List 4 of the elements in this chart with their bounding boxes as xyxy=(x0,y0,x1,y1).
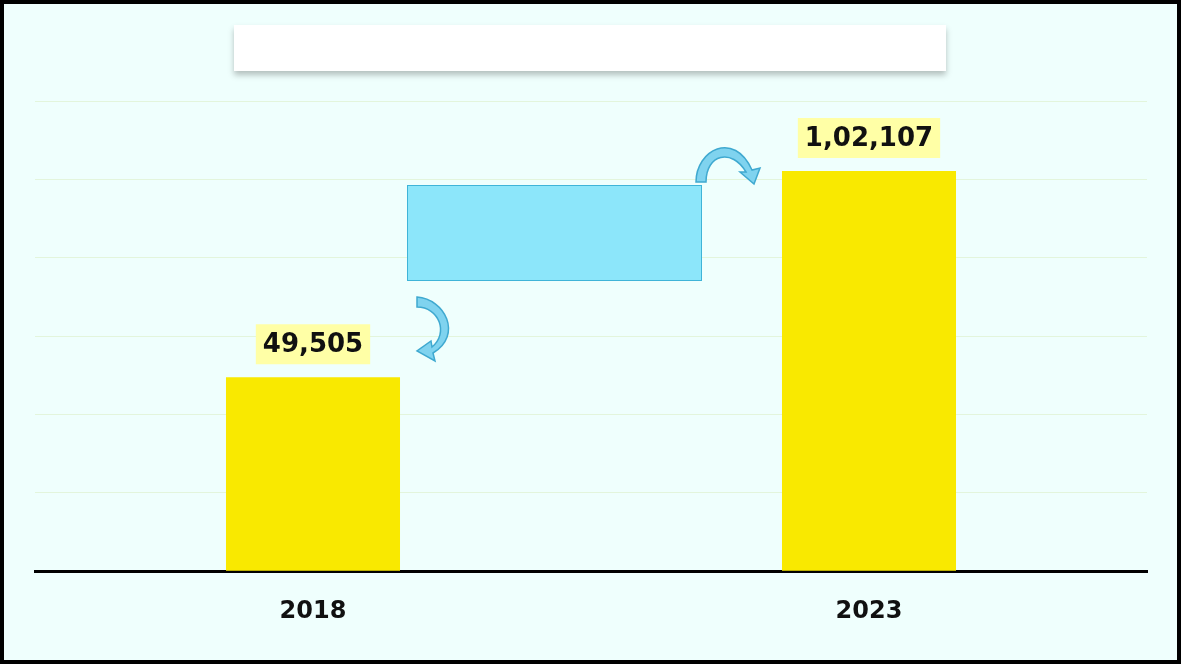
x-tick-label: 2018 xyxy=(279,595,347,624)
data-label: 1,02,107 xyxy=(804,121,934,152)
x-tick-label: 2023 xyxy=(835,595,903,624)
data-label: 49,505 xyxy=(262,327,364,358)
